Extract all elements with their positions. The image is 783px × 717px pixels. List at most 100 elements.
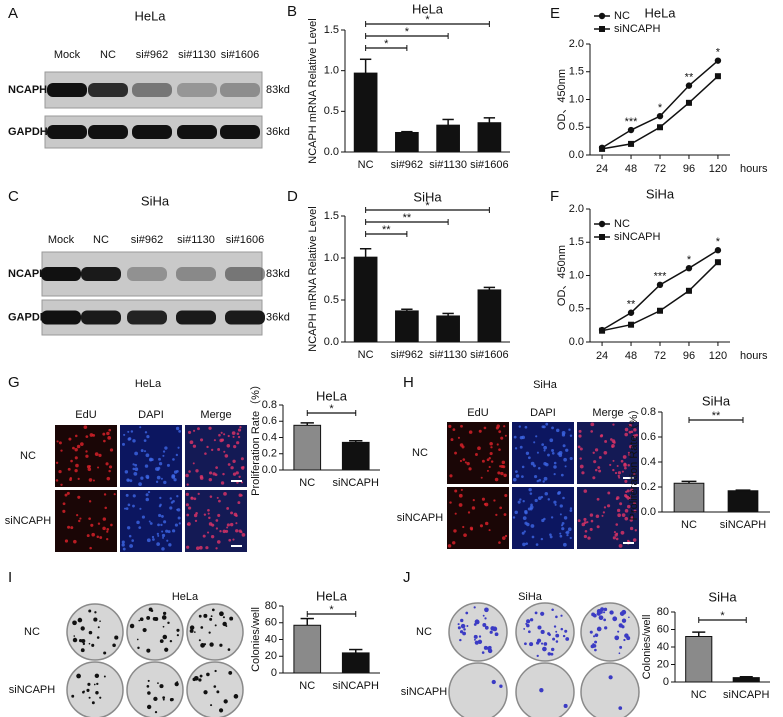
cell-dot [601, 514, 604, 517]
x-tick-label: si#1606 [470, 159, 509, 171]
x-tick-label: 72 [654, 163, 666, 175]
cell-dot [583, 489, 588, 493]
cell-dot [595, 468, 598, 472]
colony [457, 623, 460, 626]
cell-dot [224, 454, 229, 458]
cell-dot [123, 433, 126, 436]
cell-dot [615, 532, 619, 535]
x-tick-label: 48 [625, 163, 637, 175]
cell-dot [58, 441, 62, 445]
cell-dot [454, 489, 458, 493]
colony [164, 647, 169, 652]
cell-dot [141, 515, 145, 519]
cell-dot [215, 547, 218, 550]
cell-dot [598, 456, 602, 459]
colony [176, 628, 180, 632]
lane-label: NC [100, 49, 116, 61]
lane-label: Mock [54, 49, 81, 61]
cell-dot [148, 520, 151, 523]
colony [87, 682, 91, 686]
cell-dot [134, 467, 139, 471]
lane-label: si#1606 [221, 49, 260, 61]
cell-dot [88, 500, 92, 503]
cell-dot [207, 512, 210, 515]
cell-dot [530, 461, 535, 466]
cell-dot [85, 454, 89, 458]
cell-dot [633, 473, 636, 476]
lane-label: Mock [48, 234, 75, 246]
colony [487, 646, 492, 651]
cell-dot [597, 466, 601, 469]
cell-dot [211, 523, 215, 527]
cell-dot [618, 543, 623, 548]
cell-dot [551, 452, 555, 455]
cell-dot [494, 477, 499, 482]
cell-dot [547, 453, 550, 457]
y-tick-label: 1.5 [324, 210, 339, 222]
cell-dot [88, 465, 92, 468]
cell-dot [159, 496, 162, 500]
cell-dot [624, 432, 629, 437]
blot-band [176, 267, 216, 281]
cell-dot [480, 476, 483, 479]
cell-dot [554, 503, 557, 506]
cell-dot [74, 468, 78, 473]
cell-dot [630, 430, 634, 434]
colony [539, 687, 544, 693]
marker [656, 112, 664, 120]
y-tick-label: 0.5 [569, 303, 584, 315]
cell-dot [156, 532, 160, 536]
cell-dot [168, 543, 172, 547]
cell-dot [241, 533, 246, 537]
cell-dot [612, 536, 616, 540]
cell-dot [514, 447, 518, 450]
blot-band [177, 125, 217, 139]
cell-dot [614, 471, 618, 475]
colony [214, 624, 217, 627]
cell-dot [500, 436, 504, 440]
cell-dot [88, 517, 91, 521]
marker [599, 234, 605, 240]
cell-dot [525, 542, 529, 546]
row-label: siNCAPH [5, 515, 52, 527]
cell-dot [225, 529, 229, 533]
marker [656, 281, 664, 289]
cell-dot [232, 472, 237, 476]
cell-dot [541, 443, 545, 446]
culture-plate [515, 602, 575, 662]
cell-dot [627, 451, 630, 454]
cell-dot [132, 439, 136, 443]
cell-dot [602, 511, 606, 514]
lane-label: si#1130 [178, 49, 216, 61]
cell-dot [208, 471, 213, 475]
cell-dot [606, 504, 611, 508]
lane-label: si#1606 [226, 234, 265, 246]
cell-dot [192, 444, 197, 448]
colony [96, 636, 100, 639]
colony [593, 635, 596, 638]
cell-dot [502, 536, 506, 540]
chart-title: SiHa [646, 186, 675, 201]
colony [478, 635, 482, 638]
significance-label: * [716, 236, 721, 248]
cell-dot [613, 530, 616, 534]
cell-dot [629, 526, 634, 531]
size-label: 83kd [266, 268, 290, 280]
colony [564, 629, 568, 633]
colony [529, 618, 534, 622]
significance-label: * [687, 254, 692, 266]
cell-dot [85, 435, 89, 438]
bar [395, 310, 419, 343]
cell-dot [146, 538, 151, 543]
colony [474, 640, 479, 645]
colony [80, 626, 85, 631]
cell-dot [603, 450, 608, 455]
colony [536, 654, 539, 658]
panel-letter: H [403, 374, 414, 391]
colony [219, 643, 223, 647]
cell-dot [108, 428, 112, 432]
cell-dot [195, 546, 200, 550]
cell-dot [497, 471, 501, 475]
colony [209, 642, 214, 647]
